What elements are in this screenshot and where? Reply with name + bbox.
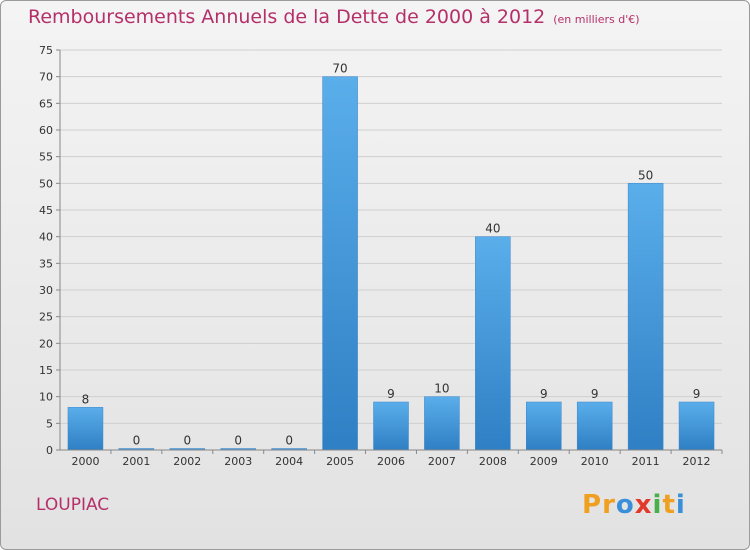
logo-letter: r <box>602 490 616 520</box>
data-label: 70 <box>332 62 347 76</box>
y-tick-label: 65 <box>39 97 53 110</box>
x-tick-label: 2002 <box>173 455 201 468</box>
x-tick-label: 2006 <box>377 455 405 468</box>
y-tick-label: 70 <box>39 71 53 84</box>
logo-letter: P <box>582 490 603 520</box>
bar <box>424 396 460 451</box>
data-label: 0 <box>183 434 191 448</box>
logo-letter: i <box>675 490 686 520</box>
x-tick-label: 2003 <box>224 455 252 468</box>
bar <box>67 407 104 451</box>
x-tick-label: 2000 <box>71 455 99 468</box>
logo-letter: t <box>662 490 676 520</box>
logo-letter: o <box>615 490 635 520</box>
x-tick-label: 2007 <box>428 455 456 468</box>
x-tick-label: 2009 <box>530 455 558 468</box>
bar <box>322 76 358 451</box>
y-tick-label: 5 <box>46 417 53 430</box>
data-label: 0 <box>285 434 293 448</box>
data-label: 8 <box>82 392 90 406</box>
bar <box>627 183 664 451</box>
commune-name: LOUPIAC <box>36 495 110 515</box>
y-tick-label: 35 <box>39 257 53 270</box>
bar <box>678 401 715 451</box>
y-tick-label: 30 <box>39 284 53 297</box>
y-tick-label: 10 <box>39 391 53 404</box>
data-label: 9 <box>693 387 701 401</box>
bar <box>373 401 409 451</box>
data-label: 0 <box>234 434 242 448</box>
x-tick-label: 2008 <box>479 455 507 468</box>
chart-title-text: Remboursements Annuels de la Dette de 20… <box>28 6 546 28</box>
bar <box>576 401 613 451</box>
y-tick-label: 40 <box>39 231 53 244</box>
x-axis: 2000 2001 2002 2003 2004 2005 2006 2007 2008 2009… <box>60 449 723 468</box>
data-label: 40 <box>485 222 500 236</box>
y-tick-label: 0 <box>46 444 53 457</box>
data-label: 9 <box>387 387 395 401</box>
x-tick-label: 2011 <box>632 455 660 468</box>
x-tick-label: 2010 <box>581 455 609 468</box>
data-label: 50 <box>638 168 653 182</box>
y-tick-label: 55 <box>39 151 53 164</box>
y-tick-label: 75 <box>39 44 53 57</box>
y-tick-label: 50 <box>39 177 53 190</box>
bars-group: 8 0 0 0 0 70 9 10 40 9 9 50 9 <box>67 62 715 451</box>
data-label: 10 <box>434 382 449 396</box>
data-label: 0 <box>133 434 141 448</box>
x-tick-label: 2004 <box>275 455 303 468</box>
bar <box>475 236 511 451</box>
data-label: 9 <box>540 387 548 401</box>
y-tick-label: 15 <box>39 364 53 377</box>
y-tick-label: 45 <box>39 204 53 217</box>
x-tick-label: 2001 <box>122 455 150 468</box>
logo-letter: i <box>652 490 663 520</box>
x-tick-label: 2005 <box>326 455 354 468</box>
y-tick-label: 20 <box>39 337 53 350</box>
x-tick-label: 2012 <box>683 455 711 468</box>
y-tick-label: 60 <box>39 124 53 137</box>
chart-title: Remboursements Annuels de la Dette de 20… <box>28 6 640 28</box>
chart-subtitle: (en milliers d'€) <box>553 13 640 26</box>
y-tick-label: 25 <box>39 311 53 324</box>
bar <box>526 401 562 451</box>
grid-lines <box>60 49 722 451</box>
data-label: 9 <box>591 387 599 401</box>
proxiti-logo: Proxiti <box>582 490 686 520</box>
logo-letter: x <box>634 490 653 520</box>
y-axis: 0 5 10 15 20 25 30 35 40 45 50 55 60 65 70 75 <box>39 44 61 457</box>
